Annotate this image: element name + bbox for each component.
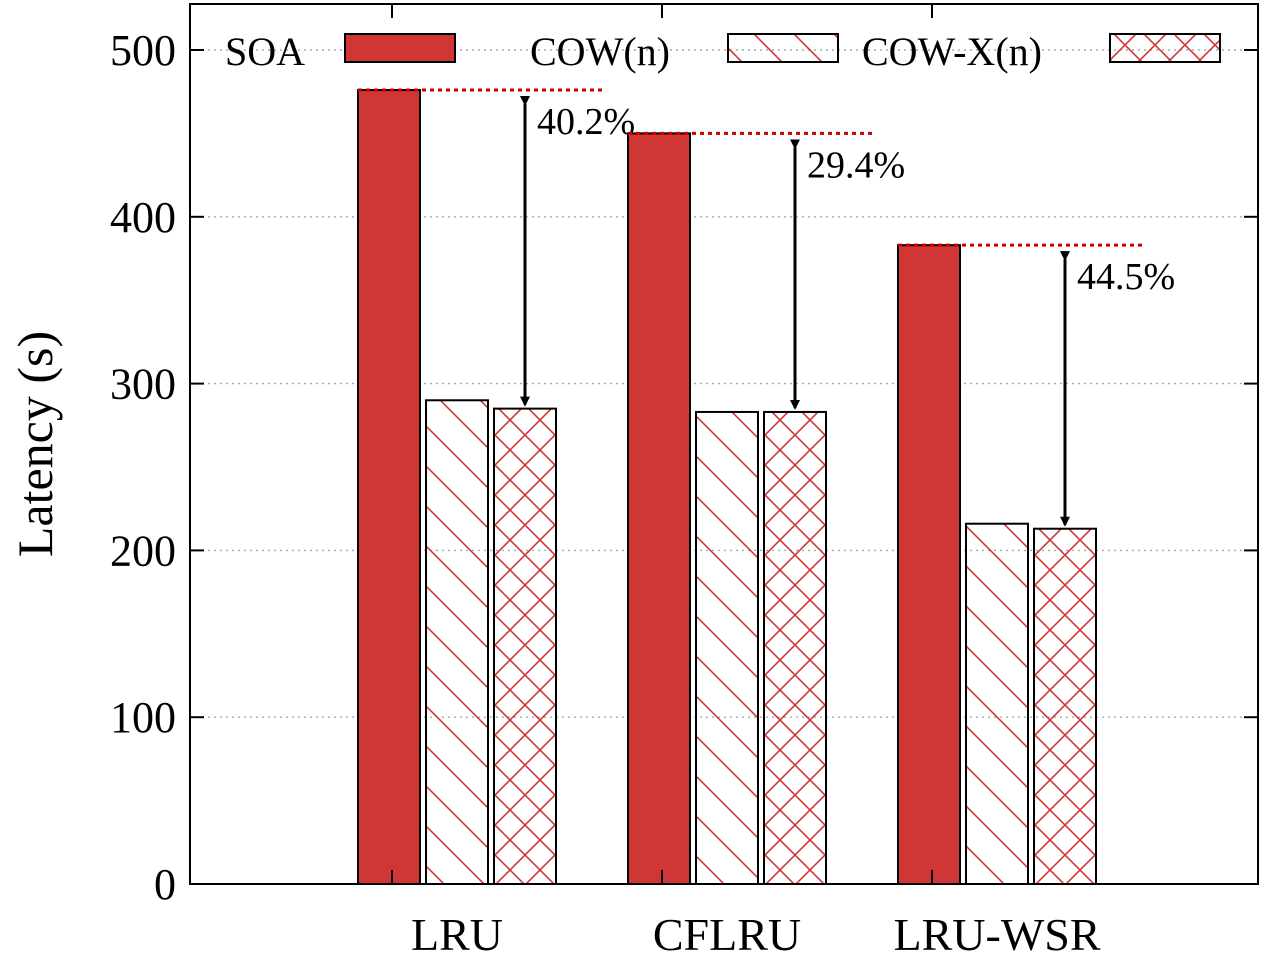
y-tick-label: 0 [154, 860, 176, 909]
y-tick-label: 400 [110, 193, 176, 242]
bar [425, 399, 489, 885]
annotations: 40.2% 29.4% 44.5% [358, 88, 1175, 527]
difference-label: 40.2% [537, 101, 635, 143]
bar [965, 522, 1029, 885]
bar [627, 132, 691, 885]
axis-ticks: 0 100 200 300 400 500 LRU CFLRU LRU-WSR [110, 4, 1258, 954]
legend-swatch [727, 33, 839, 63]
difference-label: 29.4% [807, 144, 905, 186]
legend-swatch [1109, 33, 1221, 63]
y-tick-label: 100 [110, 693, 176, 742]
bar [897, 244, 961, 885]
x-tick-label: LRU [411, 909, 503, 954]
bars [357, 89, 1097, 886]
bar [357, 89, 421, 886]
x-tick-label: LRU-WSR [894, 909, 1101, 954]
legend-label: SOA [225, 29, 305, 74]
legend-swatch [344, 33, 456, 63]
x-tick-label: CFLRU [653, 909, 801, 954]
legend-label: COW(n) [530, 29, 670, 74]
y-axis-title: Latency (s) [7, 331, 63, 557]
legend-label: COW-X(n) [862, 29, 1042, 74]
difference-label: 44.5% [1077, 256, 1175, 298]
y-tick-label: 200 [110, 526, 176, 575]
bar [695, 410, 759, 885]
bar [493, 407, 557, 885]
bar [763, 410, 827, 885]
y-tick-label: 500 [110, 26, 176, 75]
plot-frame [189, 3, 1259, 885]
y-tick-label: 300 [110, 360, 176, 409]
bar [1033, 527, 1097, 885]
legend: SOA COW(n) COW-X(n) [225, 29, 1221, 74]
